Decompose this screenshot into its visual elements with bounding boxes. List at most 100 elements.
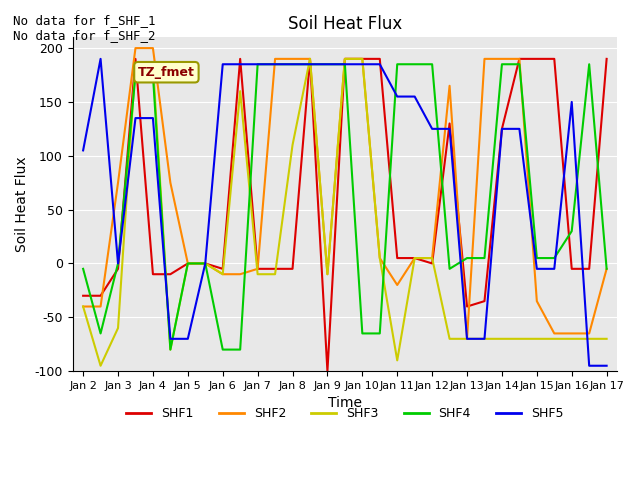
SHF2 xyxy=(481,56,488,62)
SHF1 xyxy=(166,271,174,277)
SHF2 xyxy=(516,56,524,62)
SHF2 xyxy=(202,261,209,266)
SHF2 xyxy=(306,56,314,62)
SHF3 xyxy=(428,255,436,261)
SHF5 xyxy=(97,56,104,62)
SHF1 xyxy=(568,266,575,272)
Line: SHF4: SHF4 xyxy=(83,64,607,349)
SHF3 xyxy=(376,255,383,261)
SHF3 xyxy=(236,88,244,94)
Line: SHF2: SHF2 xyxy=(83,48,607,339)
SHF5 xyxy=(236,61,244,67)
SHF3 xyxy=(219,271,227,277)
SHF1 xyxy=(481,298,488,304)
SHF4 xyxy=(166,347,174,352)
SHF4 xyxy=(445,266,453,272)
SHF1 xyxy=(97,293,104,299)
SHF2 xyxy=(184,261,191,266)
SHF3 xyxy=(516,336,524,342)
SHF5 xyxy=(341,61,349,67)
SHF2 xyxy=(463,336,471,342)
SHF2 xyxy=(550,331,558,336)
SHF4 xyxy=(533,255,541,261)
SHF2 xyxy=(568,331,575,336)
SHF3 xyxy=(149,61,157,67)
SHF2 xyxy=(411,255,419,261)
SHF5 xyxy=(166,336,174,342)
SHF5 xyxy=(498,126,506,132)
SHF2 xyxy=(533,298,541,304)
SHF1 xyxy=(533,56,541,62)
SHF4 xyxy=(568,228,575,234)
SHF4 xyxy=(516,61,524,67)
SHF2 xyxy=(254,266,262,272)
Line: SHF1: SHF1 xyxy=(83,59,607,371)
SHF3 xyxy=(498,336,506,342)
SHF5 xyxy=(445,126,453,132)
SHF3 xyxy=(568,336,575,342)
SHF2 xyxy=(376,255,383,261)
SHF5 xyxy=(324,61,332,67)
SHF1 xyxy=(376,56,383,62)
SHF4 xyxy=(79,266,87,272)
SHF1 xyxy=(394,255,401,261)
SHF3 xyxy=(445,336,453,342)
SHF3 xyxy=(289,142,296,148)
SHF1 xyxy=(603,56,611,62)
SHF5 xyxy=(394,94,401,99)
SHF5 xyxy=(184,336,191,342)
SHF1 xyxy=(289,266,296,272)
SHF3 xyxy=(550,336,558,342)
SHF5 xyxy=(254,61,262,67)
SHF3 xyxy=(394,358,401,363)
SHF5 xyxy=(516,126,524,132)
SHF3 xyxy=(166,347,174,352)
SHF4 xyxy=(289,61,296,67)
SHF3 xyxy=(411,255,419,261)
SHF5 xyxy=(132,115,140,121)
SHF4 xyxy=(202,261,209,266)
SHF3 xyxy=(254,271,262,277)
SHF4 xyxy=(254,61,262,67)
SHF4 xyxy=(481,255,488,261)
SHF1 xyxy=(463,304,471,310)
SHF1 xyxy=(428,261,436,266)
SHF3 xyxy=(324,271,332,277)
SHF4 xyxy=(586,61,593,67)
SHF1 xyxy=(586,266,593,272)
SHF5 xyxy=(376,61,383,67)
SHF3 xyxy=(132,61,140,67)
SHF3 xyxy=(306,56,314,62)
SHF4 xyxy=(97,331,104,336)
SHF2 xyxy=(603,266,611,272)
SHF5 xyxy=(219,61,227,67)
SHF4 xyxy=(324,61,332,67)
SHF3 xyxy=(114,325,122,331)
SHF2 xyxy=(498,56,506,62)
SHF1 xyxy=(341,56,349,62)
SHF4 xyxy=(341,61,349,67)
SHF2 xyxy=(289,56,296,62)
SHF2 xyxy=(445,83,453,89)
SHF2 xyxy=(358,56,366,62)
SHF4 xyxy=(306,61,314,67)
SHF2 xyxy=(219,271,227,277)
SHF1 xyxy=(202,261,209,266)
SHF5 xyxy=(568,99,575,105)
SHF1 xyxy=(498,126,506,132)
SHF4 xyxy=(149,72,157,78)
SHF4 xyxy=(428,61,436,67)
SHF5 xyxy=(428,126,436,132)
SHF2 xyxy=(166,180,174,186)
SHF4 xyxy=(498,61,506,67)
Title: Soil Heat Flux: Soil Heat Flux xyxy=(288,15,402,33)
SHF4 xyxy=(358,331,366,336)
SHF2 xyxy=(324,271,332,277)
SHF1 xyxy=(254,266,262,272)
SHF5 xyxy=(358,61,366,67)
SHF2 xyxy=(149,45,157,51)
SHF1 xyxy=(236,56,244,62)
SHF4 xyxy=(376,331,383,336)
SHF5 xyxy=(271,61,279,67)
SHF3 xyxy=(202,261,209,266)
